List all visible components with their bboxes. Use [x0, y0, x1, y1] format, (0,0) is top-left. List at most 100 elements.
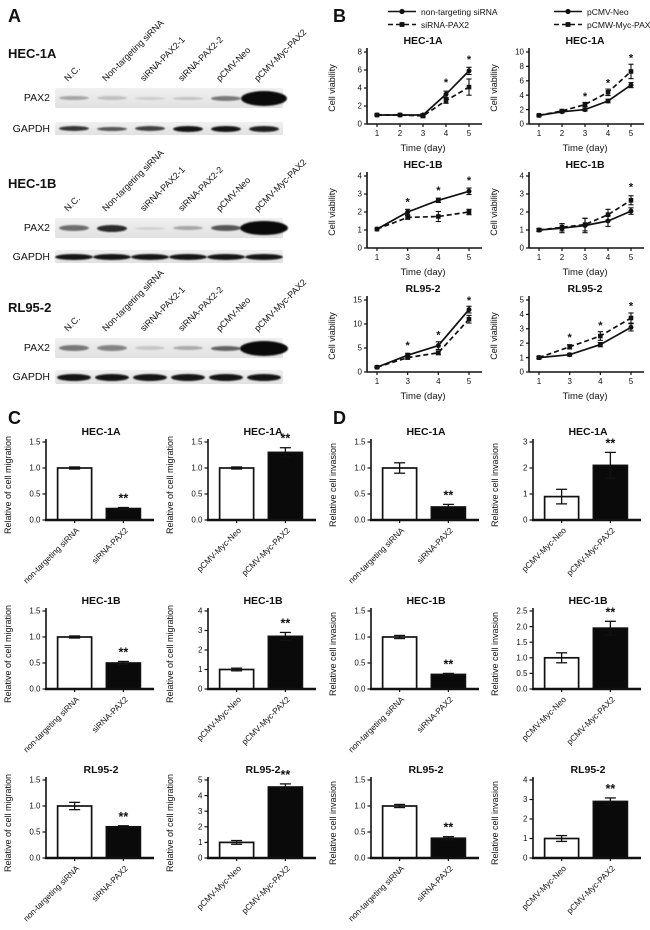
svg-text:3: 3	[523, 438, 528, 447]
svg-text:Time (day): Time (day)	[562, 143, 607, 154]
svg-text:2.5: 2.5	[516, 607, 528, 616]
protein-label-pax2: PAX2	[23, 92, 50, 104]
svg-text:**: **	[119, 492, 129, 506]
svg-text:HEC-1B: HEC-1B	[243, 595, 283, 607]
svg-text:1.0: 1.0	[29, 802, 41, 811]
bar-chart-svg: HEC-1A Relative cell invasion 0 1 2 3 pCMV-Myc…	[490, 426, 641, 578]
svg-text:non-targeting siRNA: non-targeting siRNA	[21, 863, 81, 923]
blot-band	[249, 125, 279, 132]
cellline-title: RL95-2	[8, 300, 52, 315]
blot-band	[59, 225, 89, 231]
svg-text:1: 1	[375, 377, 380, 386]
svg-text:8: 8	[358, 48, 363, 57]
svg-text:pCMV-Myc-PAX2: pCMV-Myc-PAX2	[240, 525, 293, 578]
svg-text:siRNA-PAX2: siRNA-PAX2	[415, 694, 455, 734]
svg-text:0.0: 0.0	[354, 516, 366, 525]
svg-text:2: 2	[560, 253, 565, 262]
svg-text:**: **	[444, 657, 454, 671]
svg-text:2: 2	[523, 815, 528, 824]
svg-text:Cell viability: Cell viability	[489, 188, 499, 236]
svg-text:4: 4	[520, 172, 525, 181]
svg-text:**: **	[606, 782, 616, 796]
blot-band	[97, 96, 127, 100]
svg-text:Relative of cell migration: Relative of cell migration	[3, 605, 13, 703]
svg-text:3: 3	[198, 807, 203, 816]
bar-chart-svg: RL95-2 Relative of cell migration 0 1 2 3 4 5 pC…	[165, 764, 316, 916]
svg-text:pCMV-Myc-Neo: pCMV-Myc-Neo	[520, 694, 569, 743]
svg-text:Cell viability: Cell viability	[327, 188, 337, 236]
bar-chart-svg: HEC-1B Relative of cell migration 0 1 2 3 4 pCM…	[165, 595, 316, 747]
svg-text:2: 2	[520, 339, 525, 348]
svg-text:4: 4	[523, 776, 528, 785]
svg-text:*: *	[583, 91, 588, 103]
svg-text:0.5: 0.5	[354, 490, 366, 499]
svg-text:pCMV-Myc-PAX2: pCMV-Myc-PAX2	[240, 694, 293, 747]
protein-label-gapdh: GAPDH	[12, 123, 50, 135]
svg-text:4: 4	[520, 91, 525, 100]
svg-text:1.0: 1.0	[354, 633, 366, 642]
svg-text:*: *	[467, 54, 472, 66]
legend-label: non-targeting siRNA	[421, 6, 498, 17]
svg-text:5: 5	[198, 776, 203, 785]
svg-text:Relative of cell migration: Relative of cell migration	[3, 774, 13, 872]
panel-b-label: B	[333, 6, 346, 26]
svg-text:1.0: 1.0	[516, 654, 528, 663]
svg-text:*: *	[406, 197, 411, 209]
protein-label-gapdh: GAPDH	[12, 251, 50, 263]
svg-text:4: 4	[198, 791, 203, 800]
svg-text:1: 1	[523, 490, 528, 499]
svg-text:0: 0	[523, 516, 528, 525]
svg-text:2: 2	[560, 129, 565, 138]
line-chart-rl952-sirna: RL95-2 Cell viability 0 5 10 15 1 3 4 5 Time (day)…	[325, 278, 487, 402]
svg-text:Relative cell invasion: Relative cell invasion	[490, 612, 500, 696]
svg-text:1.5: 1.5	[516, 638, 528, 647]
svg-text:10: 10	[353, 320, 362, 329]
svg-text:4: 4	[436, 377, 441, 386]
legend-sirna: non-targeting siRNA siRNA-PAX2	[387, 6, 498, 32]
bar-chart-svg: RL95-2 Relative cell invasion 0 1 2 3 4 pCMV-My…	[490, 764, 641, 916]
svg-text:Relative of cell migration: Relative of cell migration	[165, 436, 175, 534]
svg-text:*: *	[467, 175, 472, 187]
svg-text:**: **	[444, 821, 454, 835]
svg-text:HEC-1B: HEC-1B	[568, 595, 608, 607]
legend-entry: siRNA-PAX2	[387, 19, 498, 30]
svg-text:0.0: 0.0	[354, 854, 366, 863]
blot-band	[55, 253, 93, 260]
svg-text:siRNA-PAX2: siRNA-PAX2	[415, 863, 455, 903]
svg-text:0.5: 0.5	[29, 828, 41, 837]
svg-text:5: 5	[467, 377, 472, 386]
svg-text:0.5: 0.5	[191, 490, 203, 499]
svg-text:**: **	[606, 436, 616, 450]
blot-band	[135, 96, 165, 100]
svg-text:1.0: 1.0	[354, 802, 366, 811]
legend-label: siRNA-PAX2	[421, 19, 470, 30]
svg-text:Cell viability: Cell viability	[489, 312, 499, 360]
svg-text:1.0: 1.0	[191, 464, 203, 473]
svg-text:3: 3	[523, 795, 528, 804]
blot-band	[211, 125, 241, 132]
svg-text:Time (day): Time (day)	[400, 391, 445, 402]
panel-d-invasion-charts: D HEC-1A Relative cell invasion 0.0 0.5 1.0 1…	[325, 402, 650, 930]
svg-text:5: 5	[629, 377, 634, 386]
svg-text:5: 5	[467, 129, 472, 138]
svg-text:4: 4	[520, 310, 525, 319]
svg-text:Time (day): Time (day)	[562, 267, 607, 278]
blot-band	[173, 346, 203, 350]
svg-text:1: 1	[537, 377, 542, 386]
svg-text:4: 4	[358, 84, 363, 93]
bar-chart-migration-hec1b-pcmv: HEC-1B Relative of cell migration 0 1 2 3 4 pCM…	[162, 591, 324, 760]
svg-text:10: 10	[515, 48, 524, 57]
svg-text:HEC-1B: HEC-1B	[565, 159, 605, 171]
blot-band	[135, 226, 165, 230]
svg-text:**: **	[444, 488, 454, 502]
line-chart-hec1a-sirna: HEC-1A Cell viability 0 2 4 6 8 1 2 3 4 5 Time (day)…	[325, 30, 487, 154]
svg-text:1.5: 1.5	[354, 776, 366, 785]
svg-text:6: 6	[358, 66, 363, 75]
svg-text:non-targeting siRNA: non-targeting siRNA	[346, 525, 406, 585]
panel-b-grid: HEC-1A Cell viability 0 2 4 6 8 1 2 3 4 5 Time (day)…	[325, 30, 649, 402]
svg-text:*: *	[598, 320, 603, 332]
svg-text:1: 1	[537, 253, 542, 262]
svg-text:*: *	[606, 78, 611, 90]
legend-pcmv: pCMV-Neo pCMW-Myc-PAX2	[553, 6, 650, 32]
